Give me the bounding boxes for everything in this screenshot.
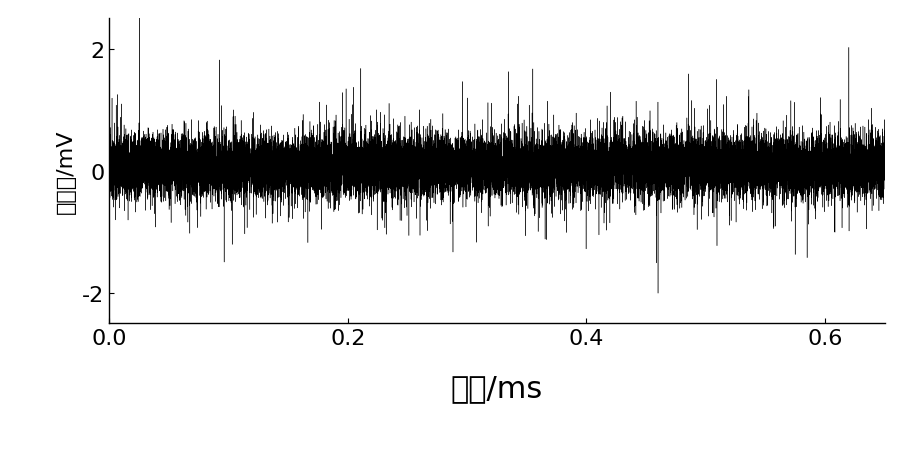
Y-axis label: 幅幅値/mV: 幅幅値/mV — [56, 129, 76, 214]
X-axis label: 时间/ms: 时间/ms — [450, 374, 543, 402]
